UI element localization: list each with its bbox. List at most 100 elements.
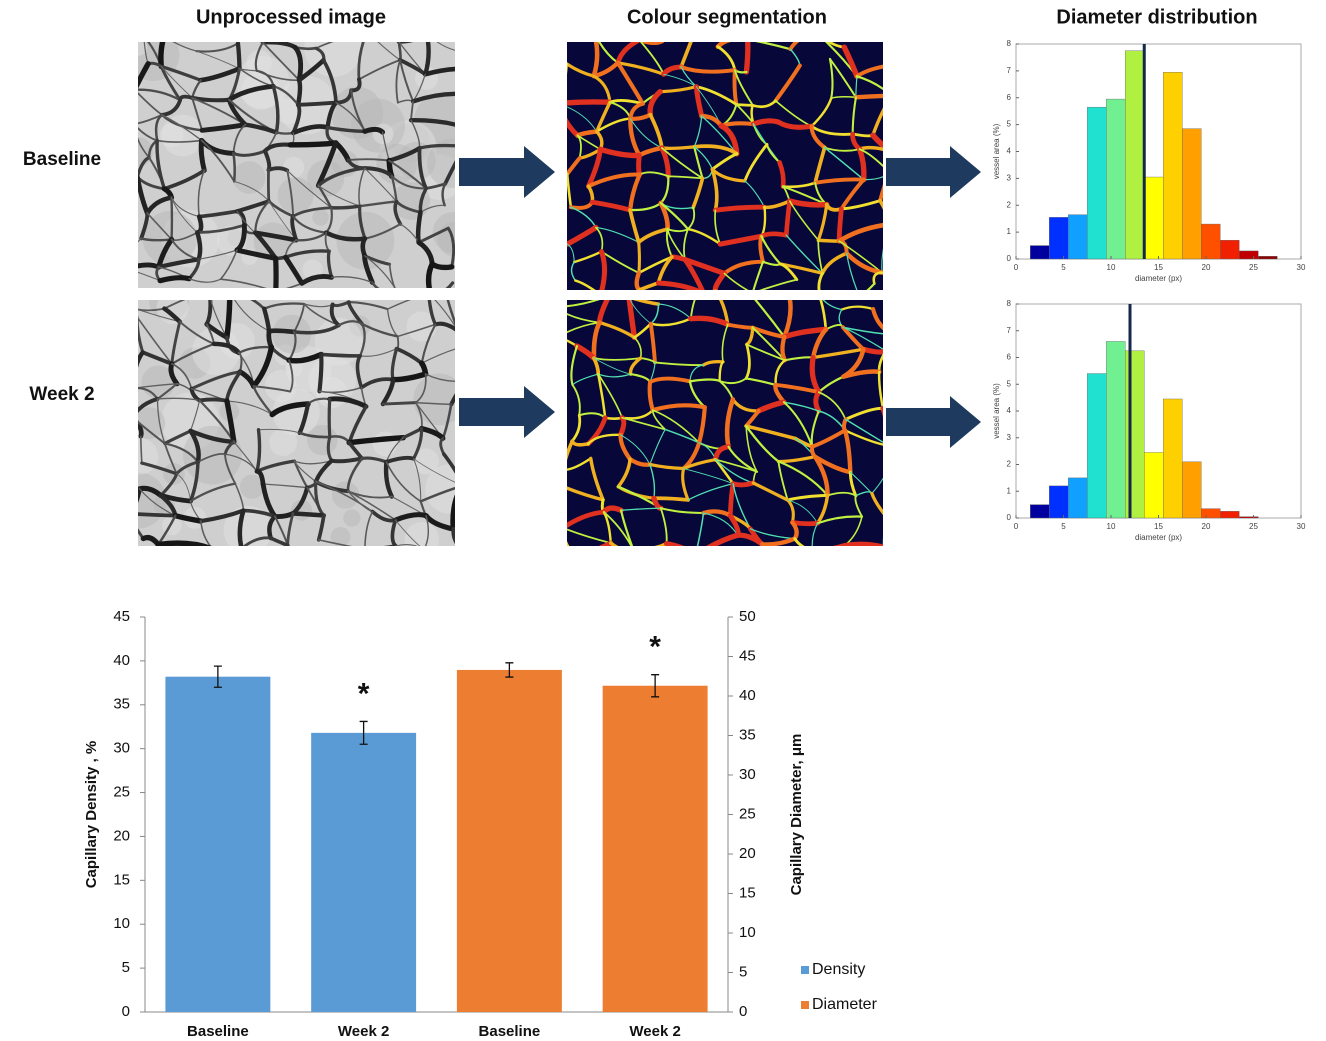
arrows bbox=[459, 146, 981, 448]
microscopy-image bbox=[138, 300, 455, 546]
vessel bbox=[138, 137, 150, 159]
vessel bbox=[705, 532, 741, 546]
vessel bbox=[836, 206, 844, 244]
legend-label: Density bbox=[812, 961, 865, 978]
vessel bbox=[329, 302, 341, 328]
vessel bbox=[204, 321, 230, 340]
vessel bbox=[841, 369, 882, 379]
vessel bbox=[567, 106, 598, 132]
y-tick-label: 1 bbox=[1007, 486, 1012, 495]
vessel bbox=[715, 289, 717, 290]
vessel bbox=[363, 222, 402, 240]
vessel bbox=[616, 61, 666, 76]
vessel bbox=[388, 263, 396, 288]
vessel bbox=[446, 300, 455, 327]
vessel bbox=[609, 296, 629, 298]
arrow bbox=[886, 146, 981, 198]
y2-tick-label: 35 bbox=[739, 726, 756, 743]
vessel bbox=[295, 77, 303, 108]
vessel bbox=[157, 275, 192, 284]
vessel bbox=[286, 169, 332, 209]
histogram-bar bbox=[1125, 50, 1145, 260]
error-bar bbox=[213, 665, 222, 688]
vessel bbox=[138, 396, 160, 414]
histogram-bar bbox=[1106, 98, 1126, 260]
vessel bbox=[751, 99, 777, 109]
vessel bbox=[138, 88, 182, 102]
texture bbox=[156, 300, 189, 324]
y2-tick-label: 50 bbox=[739, 608, 756, 625]
vessel bbox=[593, 357, 642, 361]
y-tick-label: 3 bbox=[1007, 173, 1012, 182]
vessel bbox=[155, 540, 212, 546]
vessel bbox=[146, 212, 173, 241]
vessel bbox=[293, 303, 306, 333]
histogram-bar bbox=[1239, 516, 1259, 519]
vessel bbox=[810, 428, 847, 449]
vessel bbox=[408, 118, 455, 127]
vessel bbox=[232, 123, 247, 155]
vessel bbox=[693, 146, 714, 170]
texture bbox=[239, 474, 265, 499]
y-tick-label: 4 bbox=[1007, 406, 1012, 415]
histogram-bar bbox=[1182, 461, 1202, 519]
vessel bbox=[654, 361, 705, 366]
vessel bbox=[681, 466, 690, 502]
y2-tick-label: 5 bbox=[739, 963, 747, 980]
histogram-bar bbox=[1049, 485, 1069, 519]
error-bar bbox=[505, 662, 514, 678]
vessel bbox=[188, 460, 200, 503]
vessel bbox=[443, 160, 455, 186]
vessel bbox=[639, 42, 665, 45]
vessel bbox=[659, 145, 671, 179]
vessel bbox=[395, 544, 418, 546]
vessel bbox=[777, 460, 829, 497]
vessel bbox=[598, 42, 619, 64]
vessel bbox=[664, 428, 700, 444]
vessel bbox=[844, 418, 883, 443]
vessel bbox=[735, 103, 755, 107]
vessel bbox=[162, 306, 183, 324]
vessel bbox=[188, 428, 201, 465]
vessel bbox=[138, 61, 151, 89]
vessel bbox=[188, 428, 237, 444]
texture bbox=[406, 311, 437, 342]
vessel bbox=[783, 198, 793, 238]
vessel bbox=[881, 248, 883, 274]
y-tick-label: 7 bbox=[1007, 66, 1012, 75]
vessel bbox=[159, 64, 203, 82]
vessel bbox=[359, 348, 398, 357]
vessel bbox=[252, 385, 292, 393]
vessel bbox=[358, 200, 398, 208]
histogram-bar bbox=[1144, 452, 1164, 519]
vessel bbox=[567, 62, 596, 78]
vessel bbox=[570, 261, 577, 282]
vessel bbox=[591, 60, 621, 79]
vessel bbox=[410, 91, 455, 104]
vessel bbox=[636, 152, 643, 178]
vessel bbox=[841, 44, 860, 80]
vessel bbox=[661, 64, 684, 77]
vessel bbox=[620, 434, 651, 465]
vessel bbox=[774, 359, 787, 387]
vessel bbox=[615, 42, 641, 66]
vessel bbox=[234, 300, 270, 332]
vessel bbox=[633, 300, 661, 306]
vessel bbox=[760, 536, 797, 546]
vessel bbox=[702, 512, 739, 536]
vessel bbox=[355, 354, 364, 390]
vessel bbox=[616, 457, 632, 489]
vessel bbox=[296, 100, 338, 107]
histogram-bar bbox=[1220, 239, 1240, 260]
column-header: Colour segmentation bbox=[627, 6, 827, 28]
arrow bbox=[459, 146, 555, 198]
x-tick-label: 10 bbox=[1107, 522, 1116, 531]
bar bbox=[456, 669, 562, 1012]
vessel bbox=[567, 321, 601, 334]
vessel bbox=[855, 75, 883, 91]
image-background bbox=[567, 300, 883, 546]
vessel bbox=[658, 200, 670, 232]
y-tick-label: 20 bbox=[113, 827, 130, 844]
x-tick-label: 0 bbox=[1014, 263, 1019, 272]
